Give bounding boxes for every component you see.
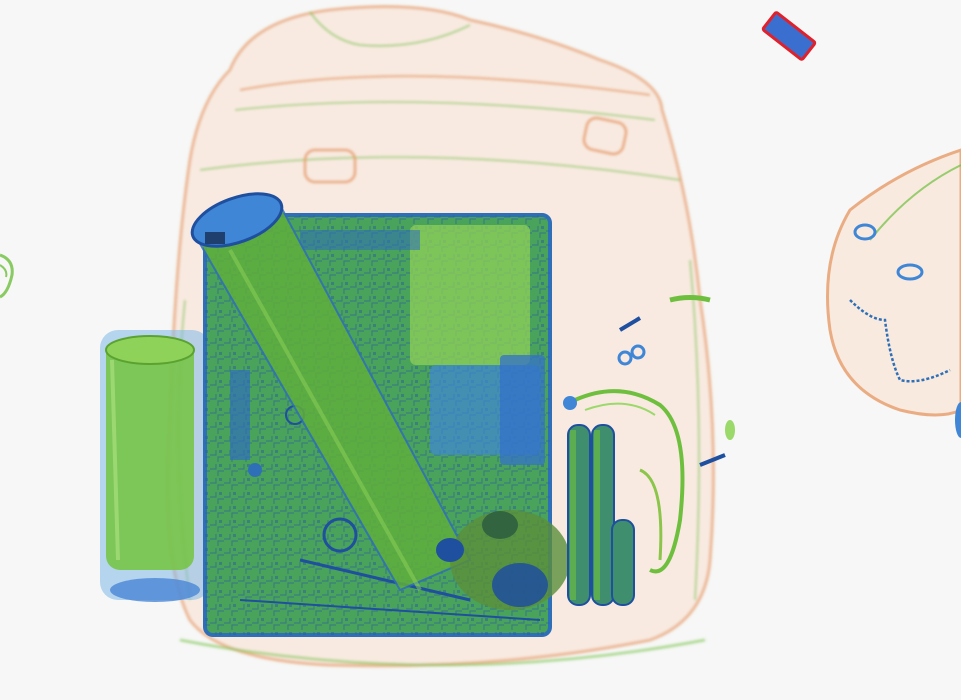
keys xyxy=(617,295,735,467)
second-bag xyxy=(826,148,961,438)
bottle xyxy=(190,192,472,592)
cable xyxy=(563,389,685,574)
threat-marker xyxy=(761,11,817,61)
left-edge-fragment xyxy=(0,253,14,299)
batteries xyxy=(567,424,635,606)
cup xyxy=(100,330,210,602)
pouch xyxy=(436,510,570,610)
